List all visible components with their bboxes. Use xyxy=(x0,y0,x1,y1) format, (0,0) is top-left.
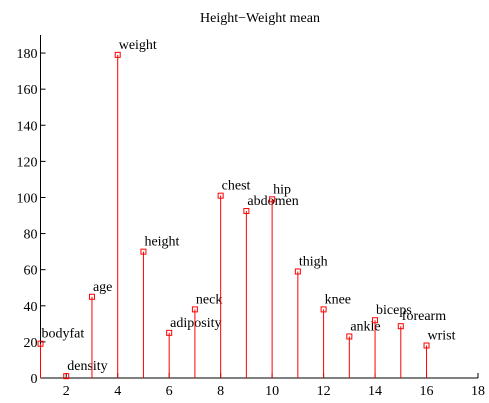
y-tick-label: 40 xyxy=(24,300,38,315)
y-tick-label: 60 xyxy=(24,264,38,279)
stem-marker xyxy=(166,329,173,336)
x-tick-label: 8 xyxy=(217,384,224,399)
stem-marker xyxy=(269,196,276,203)
stem-marker xyxy=(346,333,353,340)
x-tick-label: 16 xyxy=(420,384,434,399)
stem-marker xyxy=(191,306,198,313)
stem-marker xyxy=(217,192,224,199)
point-label: chest xyxy=(222,179,251,194)
x-tick-label: 2 xyxy=(63,384,70,399)
point-label: thigh xyxy=(299,254,328,269)
point-label: biceps xyxy=(376,303,412,318)
point-label: hip xyxy=(273,182,291,197)
point-label: neck xyxy=(196,292,222,307)
x-tick-label: 14 xyxy=(368,384,382,399)
stem-marker xyxy=(243,208,250,215)
stem-marker xyxy=(114,51,121,58)
stem-marker xyxy=(372,317,379,324)
stem-marker xyxy=(294,268,301,275)
y-tick-label: 120 xyxy=(17,155,38,170)
y-tick-label: 100 xyxy=(17,191,38,206)
y-tick-label: 180 xyxy=(17,47,38,62)
y-tick-label: 160 xyxy=(17,83,38,98)
y-tick-label: 80 xyxy=(24,228,38,243)
stem-marker xyxy=(140,248,147,255)
stem-marker xyxy=(397,323,404,330)
stem-marker xyxy=(88,293,95,300)
y-tick-label: 140 xyxy=(17,119,38,134)
chart-title: Height−Weight mean xyxy=(200,11,320,26)
x-tick-label: 12 xyxy=(317,384,331,399)
point-label: ankle xyxy=(350,319,380,334)
point-label: weight xyxy=(119,38,157,53)
x-tick-label: 10 xyxy=(265,384,279,399)
point-label: bodyfat xyxy=(42,327,85,342)
stem-marker xyxy=(37,340,44,347)
y-tick-label: 0 xyxy=(31,372,38,387)
x-tick-label: 18 xyxy=(471,384,485,399)
point-label: density xyxy=(67,359,107,374)
point-label: forearm xyxy=(402,309,446,324)
point-label: height xyxy=(144,235,179,250)
y-tick-label: 20 xyxy=(24,336,38,351)
stem-marker xyxy=(423,342,430,349)
point-label: adiposity xyxy=(170,316,221,331)
point-label: knee xyxy=(325,292,351,307)
point-label: wrist xyxy=(428,329,456,344)
x-tick-label: 4 xyxy=(114,384,121,399)
stem-marker xyxy=(320,306,327,313)
x-tick-label: 6 xyxy=(166,384,173,399)
stem-marker xyxy=(63,373,70,380)
point-label: age xyxy=(93,280,112,295)
